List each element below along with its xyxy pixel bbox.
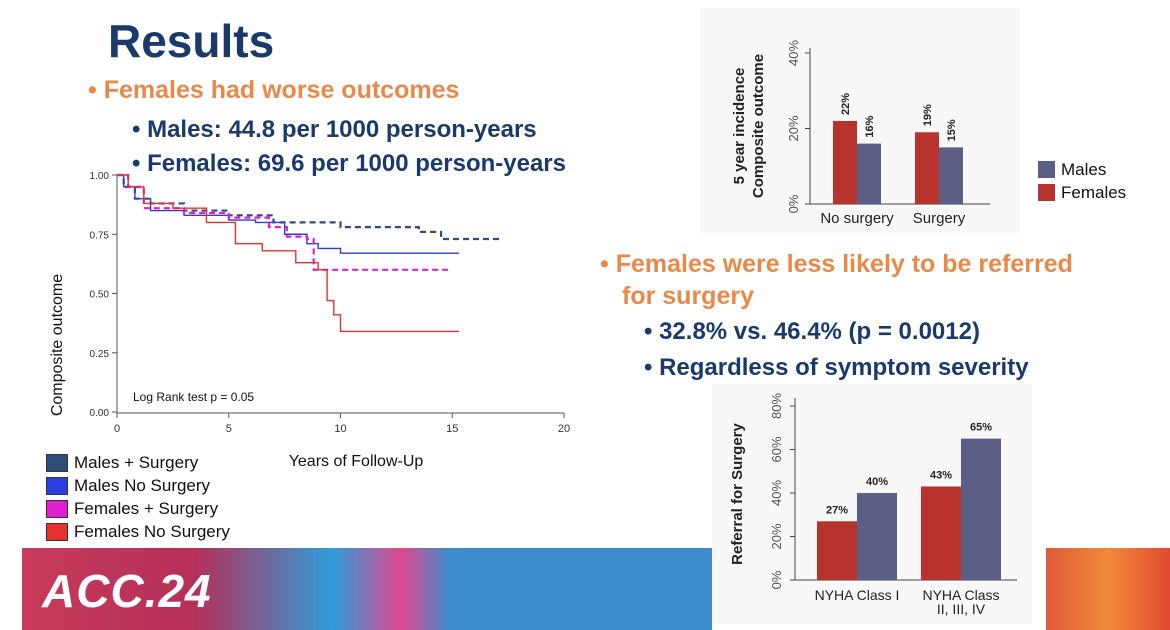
legend-swatch [46,453,68,472]
legend-swatch [46,522,68,541]
ref-bar-label: 40% [866,476,888,488]
legend-swatch [46,499,68,518]
ref-y-tick-label: 60% [769,436,784,462]
legend-label: Males + Surgery [74,452,199,472]
bullet-main-referral-cont: for surgery [622,282,754,310]
bullet-sub-percent: • 32.8% vs. 46.4% (p = 0.0012) [644,318,980,346]
legend-swatch [46,476,68,495]
km-y-tick-label: 0.75 [90,230,110,241]
km-y-tick-label: 0.50 [90,290,110,301]
legend-label: Females + Surgery [74,498,219,518]
km-x-tick-label: 15 [446,423,458,435]
ref-y-tick-label: 0% [769,570,784,589]
km-y-tick-label: 0.00 [90,408,110,419]
legend-item-females-surgery: Females + Surgery [46,497,230,520]
bullet-sub-females: • Females: 69.6 per 1000 person-years [132,150,566,178]
km-curve-males-surgery [117,173,502,241]
footer-banner [22,548,1170,630]
km-x-tick-label: 0 [114,423,120,435]
referral-plot-area: 0% 20% 40% 60% 80% 27% 40% NYHA Class I 43% 65% NY… [769,393,1017,617]
km-legend: Males + Surgery Males No Surgery Females… [46,451,230,543]
referral-chart: Referral for Surgery 0% 20% 40% 60% 80% 27% 40… [712,384,1032,624]
km-plot-area: 0.00 0.25 0.50 0.75 1.00 0 5 10 15 20 [90,171,571,435]
bullet-dot: • [600,250,616,278]
bullet-dot: • [132,150,148,177]
km-annotation: Log Rank test p = 0.05 [133,390,254,404]
inc-bar-males [857,143,881,204]
km-x-tick-label: 5 [226,423,232,435]
ref-y-tick-label: 40% [769,480,784,506]
bullet-sub-females-text: Females: 69.6 per 1000 person-years [147,150,566,177]
bullet-main-outcomes: • Females had worse outcomes [88,76,459,105]
legend-label: Females No Surgery [74,521,230,541]
ref-y-tick-label: 20% [769,523,784,549]
bullet-dot: • [88,76,104,104]
bullet-dot: • [644,318,660,345]
bullet-dot: • [132,116,148,143]
bullet-sub-males: • Males: 44.8 per 1000 person-years [132,116,537,144]
km-x-tick-label: 20 [558,423,570,435]
inc-category-label: No surgery [820,210,894,227]
incidence-ylabel-1: 5 year incidence [731,68,748,185]
legend-item-females: Females [1038,181,1126,204]
km-y-tick-label: 0.25 [90,349,110,360]
bullet-sub-males-text: Males: 44.8 per 1000 person-years [147,116,537,143]
referral-ylabel: Referral for Surgery [729,422,746,564]
ref-bar-females [921,486,961,580]
bullet-main-referral-line1: Females were less likely to be referred [615,250,1073,278]
bullet-main-outcomes-text: Females had worse outcomes [103,76,460,104]
km-xlabel: Years of Follow-Up [289,453,424,470]
ref-category-label: II, III, IV [937,601,986,617]
incidence-plot-area: 0% 20% 40% 22% 16% No surgery 19% 15% Surgery [786,40,990,227]
inc-bar-label: 19% [922,104,934,126]
km-x-tick-label: 10 [334,423,346,435]
km-curve-males-no-surgery [117,174,459,254]
legend-item-males-no-surgery: Males No Surgery [46,474,230,497]
ref-bar-label: 27% [826,504,848,516]
bullet-main-referral: • Females were less likely to be referre… [600,250,1073,279]
bullet-sub-severity-text: Regardless of symptom severity [659,354,1029,381]
km-curve-females-surgery [117,173,453,271]
ref-bar-males [857,493,897,580]
footer-band-right [1046,548,1170,630]
incidence-legend: Males Females [1038,158,1126,204]
inc-bar-males [939,147,963,204]
km-y-tick-label: 1.00 [90,171,110,182]
ref-category-label: NYHA Class [922,587,999,603]
bullet-dot: • [644,354,660,381]
legend-swatch [1038,184,1055,201]
legend-label: Males No Surgery [74,475,211,495]
inc-bar-label: 15% [946,119,958,141]
inc-y-tick-label: 20% [786,115,801,141]
km-curve-females-no-surgery [117,174,459,333]
incidence-chart: 5 year incidence Composite outcome 0% 20%… [700,8,1020,233]
km-chart: 0.00 0.25 0.50 0.75 1.00 0 5 10 15 20 Composite o… [49,171,571,470]
ref-bar-label: 65% [970,422,992,434]
bullet-sub-percent-text: 32.8% vs. 46.4% (p = 0.0012) [659,318,980,345]
inc-y-tick-label: 0% [786,194,801,213]
bullet-sub-severity: • Regardless of symptom severity [644,354,1029,382]
footer-band-left [22,548,712,630]
slide-title: Results [108,15,275,67]
inc-bar-females [915,132,939,204]
legend-swatch [1038,161,1055,178]
incidence-ylabel-2: Composite outcome [750,54,767,198]
legend-item-males-surgery: Males + Surgery [46,451,230,474]
inc-y-tick-label: 40% [786,40,801,66]
ref-category-label: NYHA Class I [815,587,900,603]
ref-bar-females [817,521,857,580]
ref-bar-label: 43% [930,469,952,481]
acc-logo: ACC.24 [42,565,212,617]
legend-label: Males [1061,159,1107,179]
legend-item-males: Males [1038,158,1126,181]
inc-bar-females [833,120,857,204]
inc-bar-label: 22% [840,93,852,115]
inc-category-label: Surgery [913,210,966,227]
inc-bar-label: 16% [864,115,876,137]
ref-y-tick-label: 80% [769,393,784,419]
legend-item-females-no-surgery: Females No Surgery [46,520,230,543]
km-ylabel: Composite outcome [49,274,66,416]
legend-label: Females [1061,182,1127,202]
ref-bar-males [961,438,1001,580]
